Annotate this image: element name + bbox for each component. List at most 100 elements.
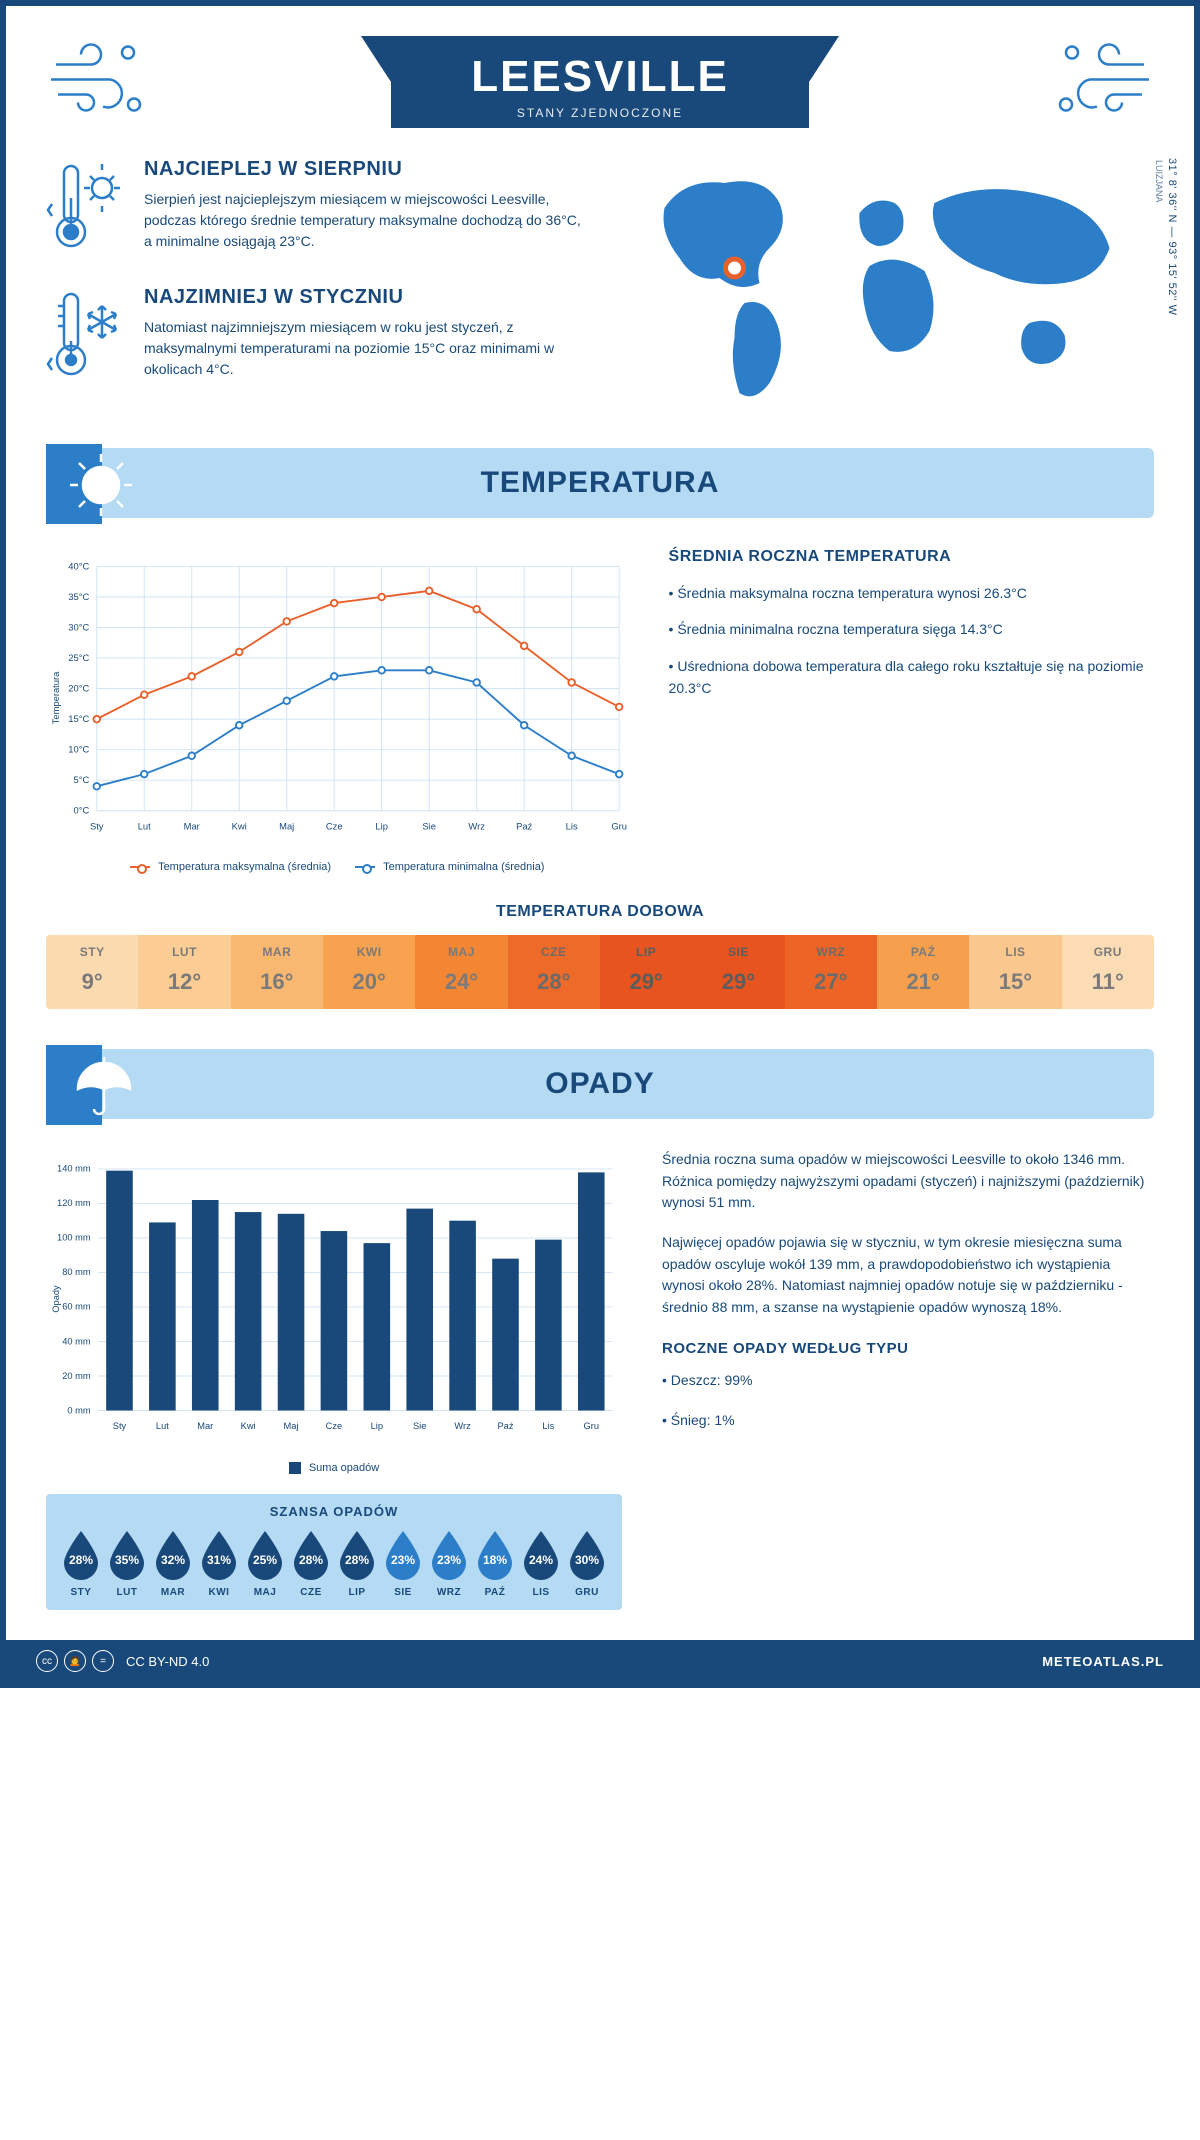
- warm-fact: NAJCIEPLEJ W SIERPNIU Sierpień jest najc…: [46, 158, 585, 258]
- daily-temp-cell: WRZ27°: [785, 935, 877, 1009]
- site-name: METEOATLAS.PL: [1042, 1654, 1164, 1669]
- daily-temp-cell: CZE28°: [508, 935, 600, 1009]
- daily-temp-cell: LIS15°: [969, 935, 1061, 1009]
- temp-bullet: • Średnia minimalna roczna temperatura s…: [669, 618, 1154, 640]
- precip-type-heading: ROCZNE OPADY WEDŁUG TYPU: [662, 1337, 1154, 1360]
- warm-body: Sierpień jest najcieplejszym miesiącem w…: [144, 189, 585, 252]
- temperature-summary: ŚREDNIA ROCZNA TEMPERATURA • Średnia mak…: [669, 548, 1154, 873]
- svg-text:Paź: Paź: [497, 1421, 513, 1431]
- temperature-chart: 0°C5°C10°C15°C20°C25°C30°C35°C40°CStyLut…: [46, 548, 629, 873]
- license: cc 🙍 = CC BY-ND 4.0: [36, 1650, 209, 1672]
- daily-temp-cell: KWI20°: [323, 935, 415, 1009]
- country-name: STANY ZJEDNOCZONE: [471, 106, 729, 120]
- svg-text:Cze: Cze: [326, 821, 343, 832]
- precip-chance-cell: 28%LIP: [336, 1529, 378, 1598]
- svg-text:Wrz: Wrz: [468, 821, 485, 832]
- precip-chance-cell: 32%MAR: [152, 1529, 194, 1598]
- svg-text:Mar: Mar: [197, 1421, 213, 1431]
- cc-icon: cc: [36, 1650, 58, 1672]
- svg-text:Maj: Maj: [284, 1421, 299, 1431]
- warm-title: NAJCIEPLEJ W SIERPNIU: [144, 158, 585, 181]
- svg-text:80 mm: 80 mm: [62, 1267, 91, 1277]
- header: LEESVILLE STANY ZJEDNOCZONE: [46, 36, 1154, 128]
- region-label: LUIZJANA: [1154, 160, 1164, 203]
- cold-title: NAJZIMNIEJ W STYCZNIU: [144, 286, 585, 309]
- svg-text:Sty: Sty: [90, 821, 104, 832]
- svg-text:100 mm: 100 mm: [57, 1233, 91, 1243]
- precip-p1: Średnia roczna suma opadów w miejscowośc…: [662, 1149, 1154, 1214]
- precip-chart: 0 mm 20 mm 40 mm 60 mm 80 mm 100 mm 120 mm 140 …: [46, 1149, 622, 1449]
- svg-text:120 mm: 120 mm: [57, 1198, 91, 1208]
- legend-sum: Suma opadów: [309, 1462, 379, 1474]
- precip-chance-cell: 31%KWI: [198, 1529, 240, 1598]
- temp-bullet: • Średnia maksymalna roczna temperatura …: [669, 582, 1154, 604]
- svg-text:25°C: 25°C: [68, 652, 89, 663]
- precip-summary: Średnia roczna suma opadów w miejscowośc…: [662, 1149, 1154, 1610]
- wind-icon: [1054, 35, 1154, 130]
- svg-text:30°C: 30°C: [68, 621, 89, 632]
- svg-text:40 mm: 40 mm: [62, 1336, 91, 1346]
- daily-temp-strip: STY9°LUT12°MAR16°KWI20°MAJ24°CZE28°LIP29…: [46, 935, 1154, 1009]
- precip-chance-cell: 24%LIS: [520, 1529, 562, 1598]
- city-name: LEESVILLE: [471, 52, 729, 102]
- precip-chance-cell: 23%WRZ: [428, 1529, 470, 1598]
- svg-text:35°C: 35°C: [68, 591, 89, 602]
- svg-text:Paź: Paź: [516, 821, 532, 832]
- precip-chance-box: SZANSA OPADÓW 28%STY35%LUT32%MAR31%KWI25…: [46, 1494, 622, 1610]
- svg-text:0 mm: 0 mm: [67, 1405, 90, 1415]
- daily-temp-cell: SIE29°: [692, 935, 784, 1009]
- temperature-legend: Temperatura maksymalna (średnia) Tempera…: [46, 861, 629, 873]
- thermometer-snow-icon: [46, 286, 126, 386]
- svg-text:Opady: Opady: [51, 1285, 61, 1313]
- svg-text:Lis: Lis: [542, 1421, 554, 1431]
- cold-fact: NAJZIMNIEJ W STYCZNIU Natomiast najzimni…: [46, 286, 585, 386]
- temp-bullet: • Uśredniona dobowa temperatura dla całe…: [669, 655, 1154, 700]
- svg-text:Cze: Cze: [326, 1421, 343, 1431]
- svg-text:Kwi: Kwi: [232, 821, 247, 832]
- daily-temp-cell: LUT12°: [138, 935, 230, 1009]
- precip-type-bullet: • Deszcz: 99%: [662, 1370, 1154, 1392]
- license-text: CC BY-ND 4.0: [126, 1654, 209, 1669]
- precip-type-bullet: • Śnieg: 1%: [662, 1410, 1154, 1432]
- svg-text:20°C: 20°C: [68, 682, 89, 693]
- svg-text:Mar: Mar: [184, 821, 200, 832]
- sun-icon: [46, 444, 136, 524]
- daily-temp-cell: MAR16°: [231, 935, 323, 1009]
- svg-text:Lut: Lut: [138, 821, 151, 832]
- svg-text:15°C: 15°C: [68, 713, 89, 724]
- precip-chance-cell: 28%CZE: [290, 1529, 332, 1598]
- temperature-title: TEMPERATURA: [481, 466, 720, 499]
- svg-text:Lip: Lip: [375, 821, 388, 832]
- precip-chance-title: SZANSA OPADÓW: [60, 1504, 608, 1519]
- precip-chance-cell: 18%PAŹ: [474, 1529, 516, 1598]
- daily-temp-cell: MAJ24°: [415, 935, 507, 1009]
- precip-legend: Suma opadów: [46, 1462, 622, 1474]
- precip-header: OPADY: [46, 1049, 1154, 1119]
- svg-text:5°C: 5°C: [73, 774, 89, 785]
- umbrella-icon: [46, 1045, 136, 1125]
- svg-text:140 mm: 140 mm: [57, 1164, 91, 1174]
- precip-p2: Najwięcej opadów pojawia się w styczniu,…: [662, 1232, 1154, 1319]
- svg-text:20 mm: 20 mm: [62, 1371, 91, 1381]
- svg-text:Wrz: Wrz: [454, 1421, 471, 1431]
- world-map: [615, 158, 1154, 418]
- svg-text:60 mm: 60 mm: [62, 1302, 91, 1312]
- svg-text:Sty: Sty: [113, 1421, 127, 1431]
- svg-text:Lut: Lut: [156, 1421, 169, 1431]
- svg-text:Gru: Gru: [584, 1421, 599, 1431]
- daily-temp-cell: PAŹ21°: [877, 935, 969, 1009]
- svg-text:Maj: Maj: [279, 821, 294, 832]
- svg-text:Lip: Lip: [371, 1421, 383, 1431]
- wind-icon: [46, 35, 146, 130]
- cold-body: Natomiast najzimniejszym miesiącem w rok…: [144, 317, 585, 380]
- temperature-header: TEMPERATURA: [46, 448, 1154, 518]
- daily-temp-cell: GRU11°: [1062, 935, 1154, 1009]
- footer: cc 🙍 = CC BY-ND 4.0 METEOATLAS.PL: [6, 1640, 1194, 1682]
- svg-text:Sie: Sie: [422, 821, 436, 832]
- svg-text:Temperatura: Temperatura: [50, 671, 61, 724]
- intro-row: NAJCIEPLEJ W SIERPNIU Sierpień jest najc…: [46, 158, 1154, 418]
- precip-title: OPADY: [545, 1067, 654, 1100]
- thermometer-sun-icon: [46, 158, 126, 258]
- svg-text:10°C: 10°C: [68, 743, 89, 754]
- by-icon: 🙍: [64, 1650, 86, 1672]
